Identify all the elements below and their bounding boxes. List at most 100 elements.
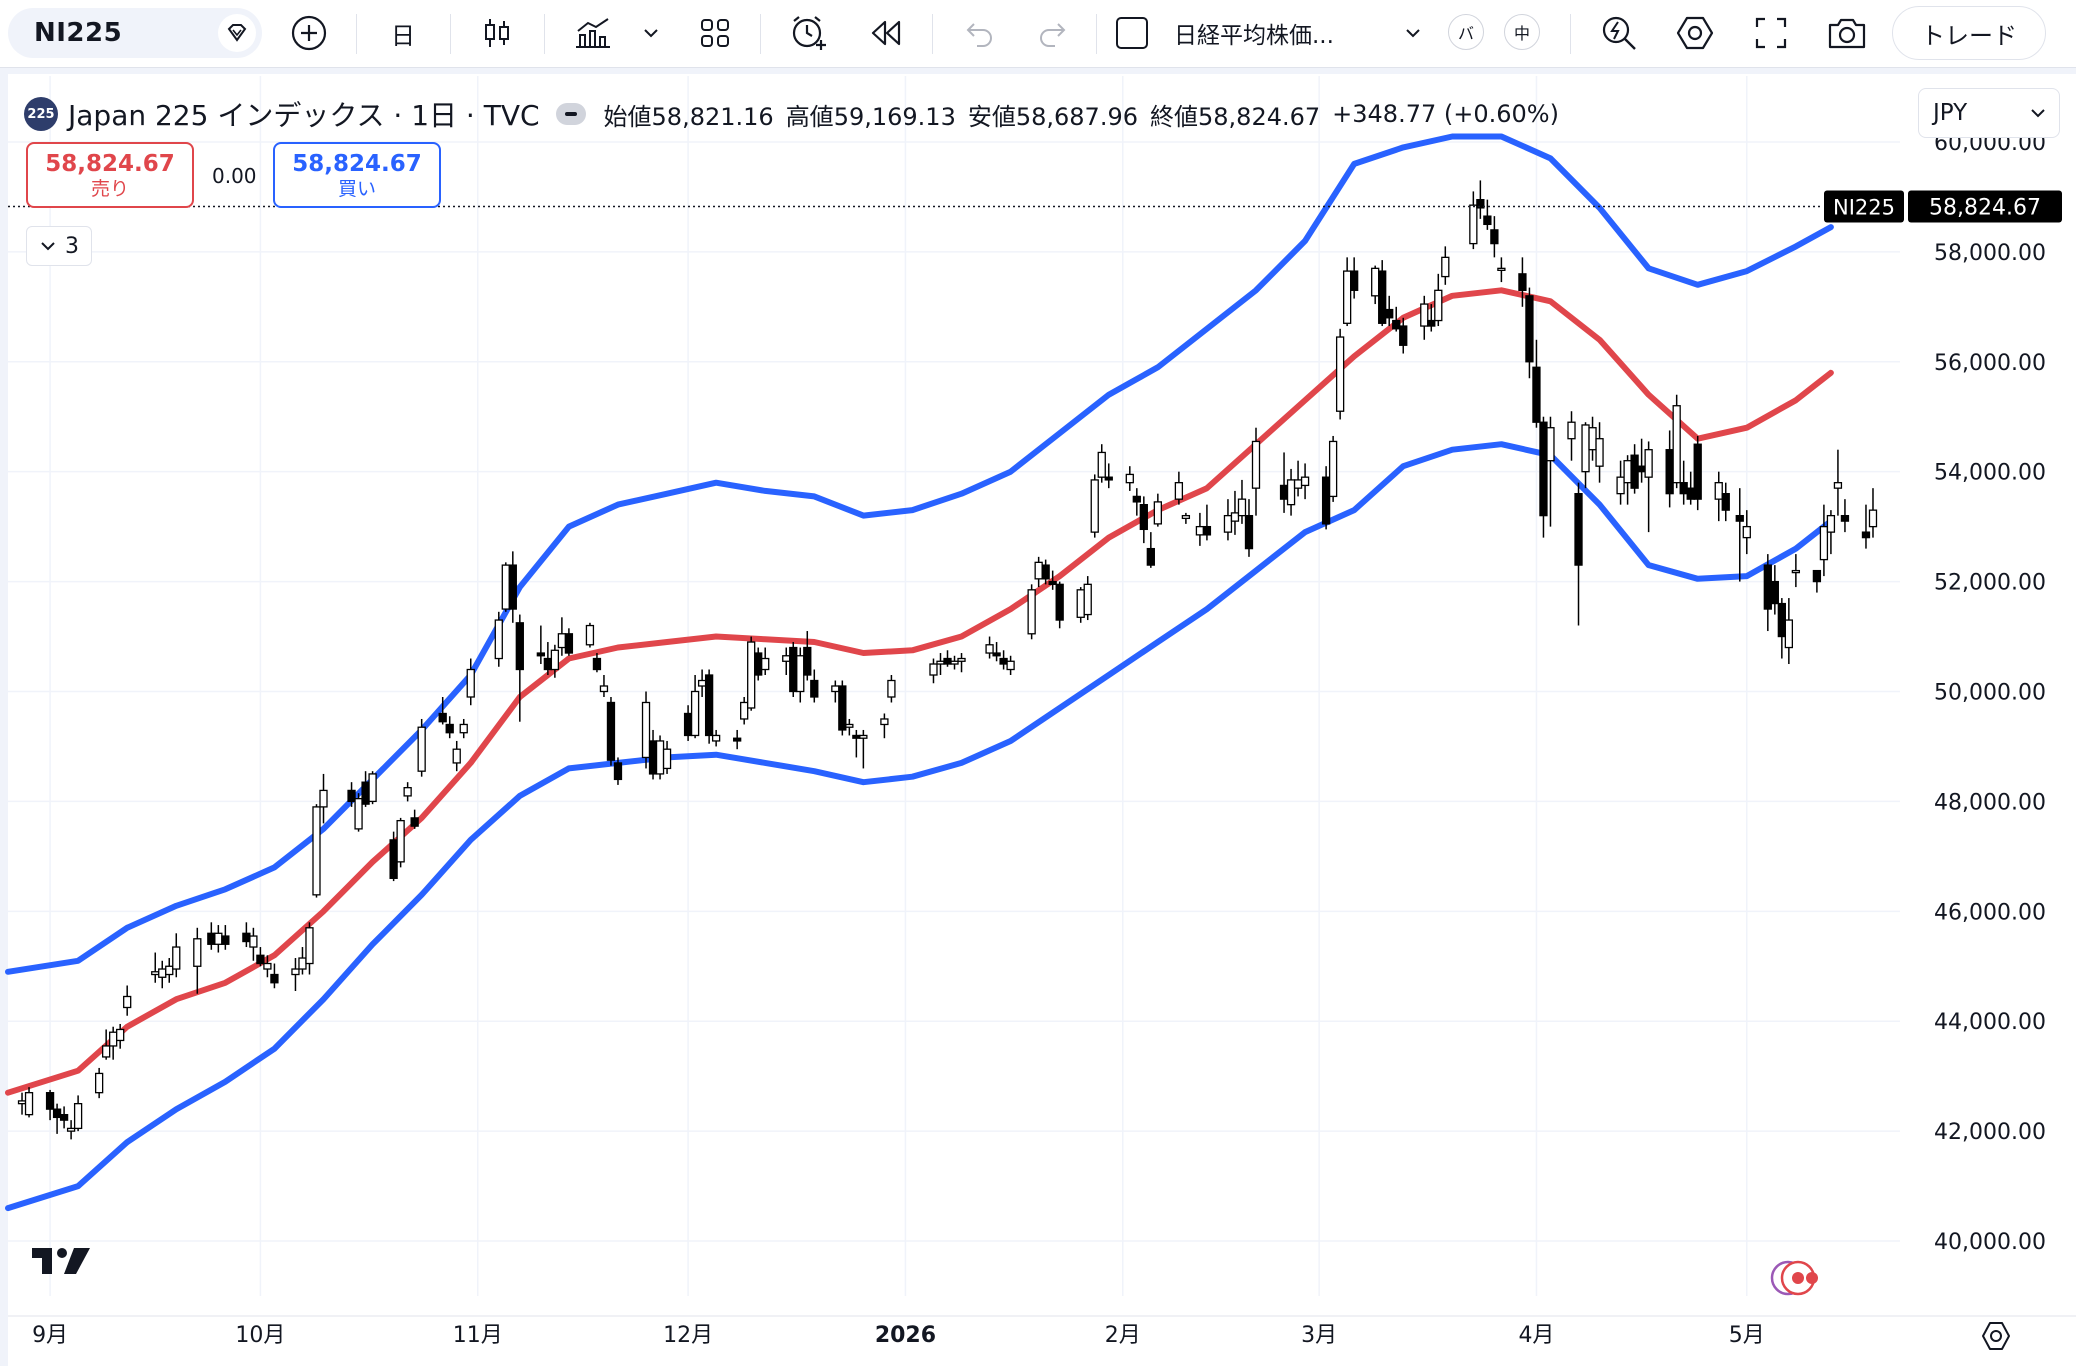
candle — [410, 809, 419, 829]
buy-button[interactable]: 58,824.67 買い — [273, 142, 441, 208]
sell-button[interactable]: 58,824.67 売り — [26, 142, 194, 208]
candle — [1770, 565, 1779, 615]
chevron-down-icon — [41, 242, 55, 251]
x-tick-label: 12月 — [663, 1323, 713, 1348]
candle — [1623, 455, 1632, 505]
candle-body — [298, 957, 307, 970]
candle — [102, 1029, 111, 1060]
compare-dropdown[interactable] — [1398, 10, 1428, 56]
ba-toggle-button[interactable]: バ — [1448, 14, 1484, 50]
candle — [1181, 512, 1191, 524]
toolbar-separator — [450, 14, 451, 54]
indicators-button[interactable] — [566, 10, 620, 56]
x-tick-label: 2026 — [875, 1323, 936, 1348]
candle-body — [305, 927, 314, 965]
candle — [711, 729, 721, 747]
candle-body — [1392, 319, 1401, 330]
candle-body — [536, 652, 546, 657]
replay-button[interactable] — [862, 10, 908, 56]
undo-button[interactable] — [956, 10, 1000, 56]
candle — [662, 740, 672, 774]
trade-button[interactable]: トレード — [1892, 6, 2046, 60]
candle-body — [1826, 514, 1836, 533]
indicators-collapse-button[interactable]: 3 — [26, 226, 92, 266]
candle-body — [1286, 479, 1296, 506]
sell-price: 58,824.67 — [45, 151, 175, 177]
candle-body — [459, 723, 468, 734]
mid-toggle-button[interactable]: 中 — [1504, 14, 1540, 50]
candle — [1083, 576, 1092, 621]
candle-body — [172, 946, 181, 970]
candle — [585, 622, 595, 648]
legend-status-icon[interactable] — [555, 103, 586, 125]
candle — [1251, 427, 1261, 516]
candle-body — [936, 660, 945, 665]
candle — [445, 716, 454, 739]
candle — [1104, 463, 1113, 489]
candle-body — [396, 819, 405, 863]
compare-checkbox[interactable] — [1110, 10, 1154, 56]
high-label: 高値 — [785, 102, 834, 131]
y-tick-label: 48,000.00 — [1934, 790, 2046, 815]
candle-body — [1244, 514, 1254, 550]
candle-body — [943, 657, 952, 665]
candle — [557, 617, 567, 656]
candle — [1644, 441, 1653, 533]
interval-button[interactable]: 日 — [380, 10, 426, 56]
candle-body — [1812, 569, 1822, 583]
compare-symbol-label[interactable]: 日経平均株価... — [1174, 23, 1334, 49]
templates-button[interactable] — [692, 10, 738, 56]
candle-body — [1665, 449, 1674, 495]
candle-body — [1868, 509, 1878, 528]
candle — [1826, 510, 1836, 555]
candle-body — [214, 932, 223, 945]
chart-type-button[interactable] — [474, 10, 520, 56]
spread-value: 0.00 — [212, 164, 257, 188]
candle-body — [165, 965, 174, 976]
candle — [697, 669, 707, 697]
candle-body — [1399, 325, 1408, 346]
indicators-dropdown[interactable] — [636, 10, 666, 56]
price-tag-value-bg — [1908, 190, 2062, 223]
quick-search-button[interactable] — [1594, 10, 1644, 56]
alert-button[interactable] — [784, 10, 834, 56]
candle-body — [410, 817, 419, 827]
candle — [1546, 416, 1555, 527]
candle — [403, 782, 412, 802]
candle — [515, 614, 524, 722]
candle — [1581, 422, 1590, 489]
candle-body — [1672, 405, 1681, 484]
candle-body — [592, 657, 602, 671]
currency-select[interactable]: JPY — [1918, 88, 2060, 138]
candle-body — [417, 726, 426, 772]
candle-body — [1497, 267, 1506, 271]
candle-body — [1153, 501, 1162, 525]
candle — [1328, 435, 1338, 502]
candle-body — [1693, 443, 1702, 500]
y-tick-label: 58,000.00 — [1934, 241, 2046, 266]
replay-marker-icon[interactable] — [1768, 1258, 1828, 1298]
settings-button[interactable] — [1672, 10, 1718, 56]
candle — [263, 955, 272, 978]
symbol-diamond-icon[interactable] — [218, 14, 256, 52]
redo-button[interactable] — [1032, 10, 1076, 56]
fullscreen-button[interactable] — [1748, 10, 1794, 56]
candle-body — [270, 973, 279, 984]
axis-settings-icon[interactable] — [1978, 1318, 2014, 1354]
symbol-search-button[interactable]: NI225 — [8, 8, 262, 58]
candle — [599, 675, 609, 697]
candle-body — [1686, 487, 1695, 500]
candle — [1679, 460, 1688, 505]
candle — [1742, 510, 1751, 555]
add-symbol-button[interactable] — [286, 10, 332, 56]
legend-title[interactable]: Japan 225 インデックス · 1日 · TVC — [68, 99, 540, 132]
candle — [508, 551, 517, 623]
candle — [1034, 556, 1043, 588]
candle-body — [312, 806, 321, 896]
candle — [655, 735, 665, 780]
candle-body — [389, 839, 398, 879]
candle — [1567, 411, 1576, 461]
screenshot-button[interactable] — [1824, 10, 1870, 56]
candle — [298, 947, 307, 975]
